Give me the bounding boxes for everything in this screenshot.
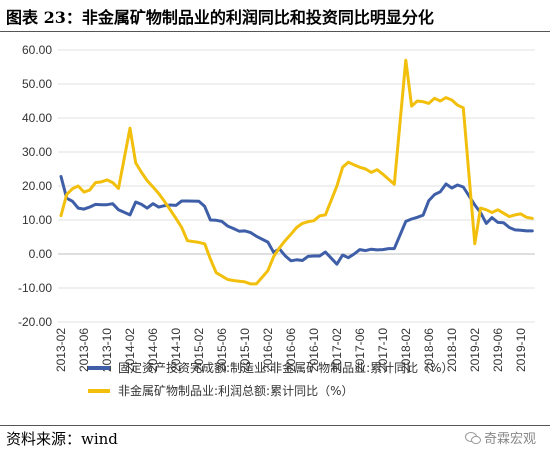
y-tick-label: 50.00 — [22, 77, 52, 91]
x-tick-label: 2014-02 — [123, 328, 137, 372]
x-tick-label: 2015-02 — [192, 328, 206, 372]
x-tick-label: 2014-06 — [146, 328, 160, 372]
source-note: 资料来源：wind — [6, 430, 118, 448]
x-tick-label: 2016-10 — [307, 328, 321, 372]
x-tick-label: 2013-02 — [54, 328, 68, 372]
x-tick-label: 2019-02 — [468, 328, 482, 372]
watermark-label: 奇霖宏观 — [483, 432, 536, 447]
page-title: 图表 23：非金属矿物制品业的利润同比和投资同比明显分化 — [6, 8, 434, 27]
x-tick-label: 2014-10 — [169, 328, 183, 372]
y-tick-label: 30.00 — [22, 145, 52, 159]
y-tick-label: 10.00 — [22, 213, 52, 227]
y-axis-tick-labels: -20.00 -10.00 0.00 10.00 20.00 30.00 40.00 50.0… — [18, 43, 52, 329]
legend: 固定资产投资完成额:制造业:非金属矿物制品业:累计同比（%） 非金属矿物制品业:利… — [88, 360, 454, 398]
x-axis-tick-labels: 2013-02 2013-06 2013-10 2014-02 2014-06 2014-… — [54, 328, 528, 372]
top-divider — [0, 31, 550, 32]
y-tick-label: -10.00 — [18, 281, 52, 295]
watermark: 奇霖宏观 — [464, 428, 536, 447]
x-tick-label: 2016-06 — [284, 328, 298, 372]
bottom-divider — [0, 425, 550, 426]
series-line-2 — [59, 58, 534, 286]
x-tick-label: 2019-06 — [491, 328, 505, 372]
y-tick-label: 60.00 — [22, 43, 52, 57]
x-tick-label: 2017-10 — [376, 328, 390, 372]
x-tick-label: 2017-06 — [353, 328, 367, 372]
x-tick-label: 2013-06 — [77, 328, 91, 372]
line-chart: -20.00 -10.00 0.00 10.00 20.00 30.00 40.00 50.0… — [18, 43, 535, 398]
x-tick-label: 2015-10 — [238, 328, 252, 372]
legend-label: 固定资产投资完成额:制造业:非金属矿物制品业:累计同比（%） — [118, 360, 454, 375]
x-tick-label: 2019-10 — [514, 328, 528, 372]
y-tick-label: 20.00 — [22, 179, 52, 193]
x-tick-label: 2018-06 — [422, 328, 436, 372]
x-tick-label: 2015-06 — [215, 328, 229, 372]
y-tick-label: -20.00 — [18, 315, 52, 329]
y-tick-label: 0.00 — [29, 247, 53, 261]
x-tick-label: 2017-02 — [330, 328, 344, 372]
y-tick-label: 40.00 — [22, 111, 52, 125]
x-tick-label: 2013-10 — [100, 328, 114, 372]
series-lines — [59, 58, 534, 286]
wechat-icon — [464, 431, 481, 444]
series-line-1 — [59, 175, 534, 266]
x-tick-label: 2018-10 — [445, 328, 459, 372]
legend-label: 非金属矿物制品业:利润总额:累计同比（%） — [118, 383, 354, 398]
x-tick-label: 2018-02 — [399, 328, 413, 372]
x-tick-label: 2016-02 — [261, 328, 275, 372]
